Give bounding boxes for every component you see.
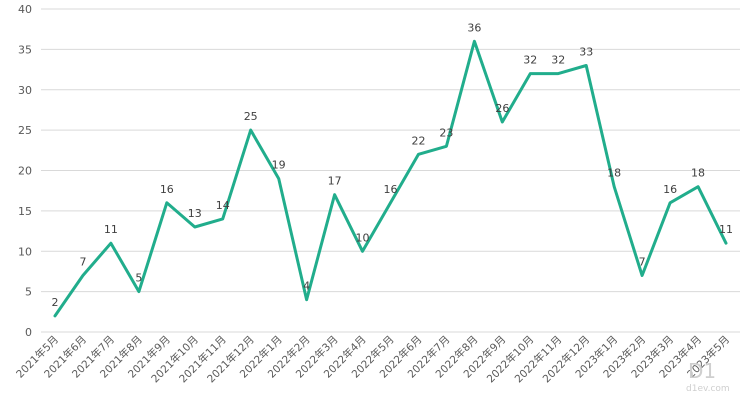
watermark: D1 d1ev.com <box>686 359 730 394</box>
data-label: 32 <box>523 54 537 67</box>
y-tick-label: 30 <box>18 84 32 97</box>
data-label: 16 <box>663 183 677 196</box>
y-tick-label: 25 <box>18 124 32 137</box>
y-tick-label: 0 <box>25 326 32 339</box>
data-label: 26 <box>495 102 509 115</box>
data-label: 14 <box>216 199 230 212</box>
data-label: 16 <box>384 183 398 196</box>
y-tick-label: 10 <box>18 245 32 258</box>
data-label: 7 <box>639 255 646 268</box>
data-label: 33 <box>579 46 593 59</box>
data-label: 11 <box>104 223 118 236</box>
y-tick-label: 20 <box>18 165 32 178</box>
y-tick-label: 40 <box>18 3 32 16</box>
data-label: 4 <box>303 280 310 293</box>
data-label: 11 <box>719 223 733 236</box>
data-labels: 2 7 11 5 16 13 14 25 19 4 17 10 16 22 23 36 26 32 32 33 18 7 1… <box>51 21 733 309</box>
data-label: 19 <box>272 159 286 172</box>
data-label: 13 <box>188 207 202 220</box>
y-tick-label: 15 <box>18 205 32 218</box>
x-axis-tick-labels: 2021年5月2021年6月2021年7月2021年8月2021年9月2021年… <box>13 333 732 385</box>
data-label: 18 <box>691 167 705 180</box>
data-label: 18 <box>607 167 621 180</box>
data-label: 5 <box>135 272 142 285</box>
watermark-logo: D1 <box>688 359 716 383</box>
data-label: 16 <box>160 183 174 196</box>
data-label: 7 <box>79 255 86 268</box>
data-label: 32 <box>551 54 565 67</box>
data-label: 36 <box>467 21 481 34</box>
data-label: 22 <box>411 134 425 147</box>
y-tick-label: 35 <box>18 43 32 56</box>
series-line <box>53 39 728 318</box>
data-label: 23 <box>439 126 453 139</box>
data-label: 25 <box>244 110 258 123</box>
grid-lines <box>41 8 740 333</box>
data-label: 10 <box>356 231 370 244</box>
watermark-site: d1ev.com <box>686 384 730 394</box>
data-label: 17 <box>328 175 342 188</box>
data-label: 2 <box>51 296 58 309</box>
y-axis-tick-labels: 0 5 10 15 20 25 30 35 40 <box>18 3 32 339</box>
y-tick-label: 5 <box>25 286 32 299</box>
